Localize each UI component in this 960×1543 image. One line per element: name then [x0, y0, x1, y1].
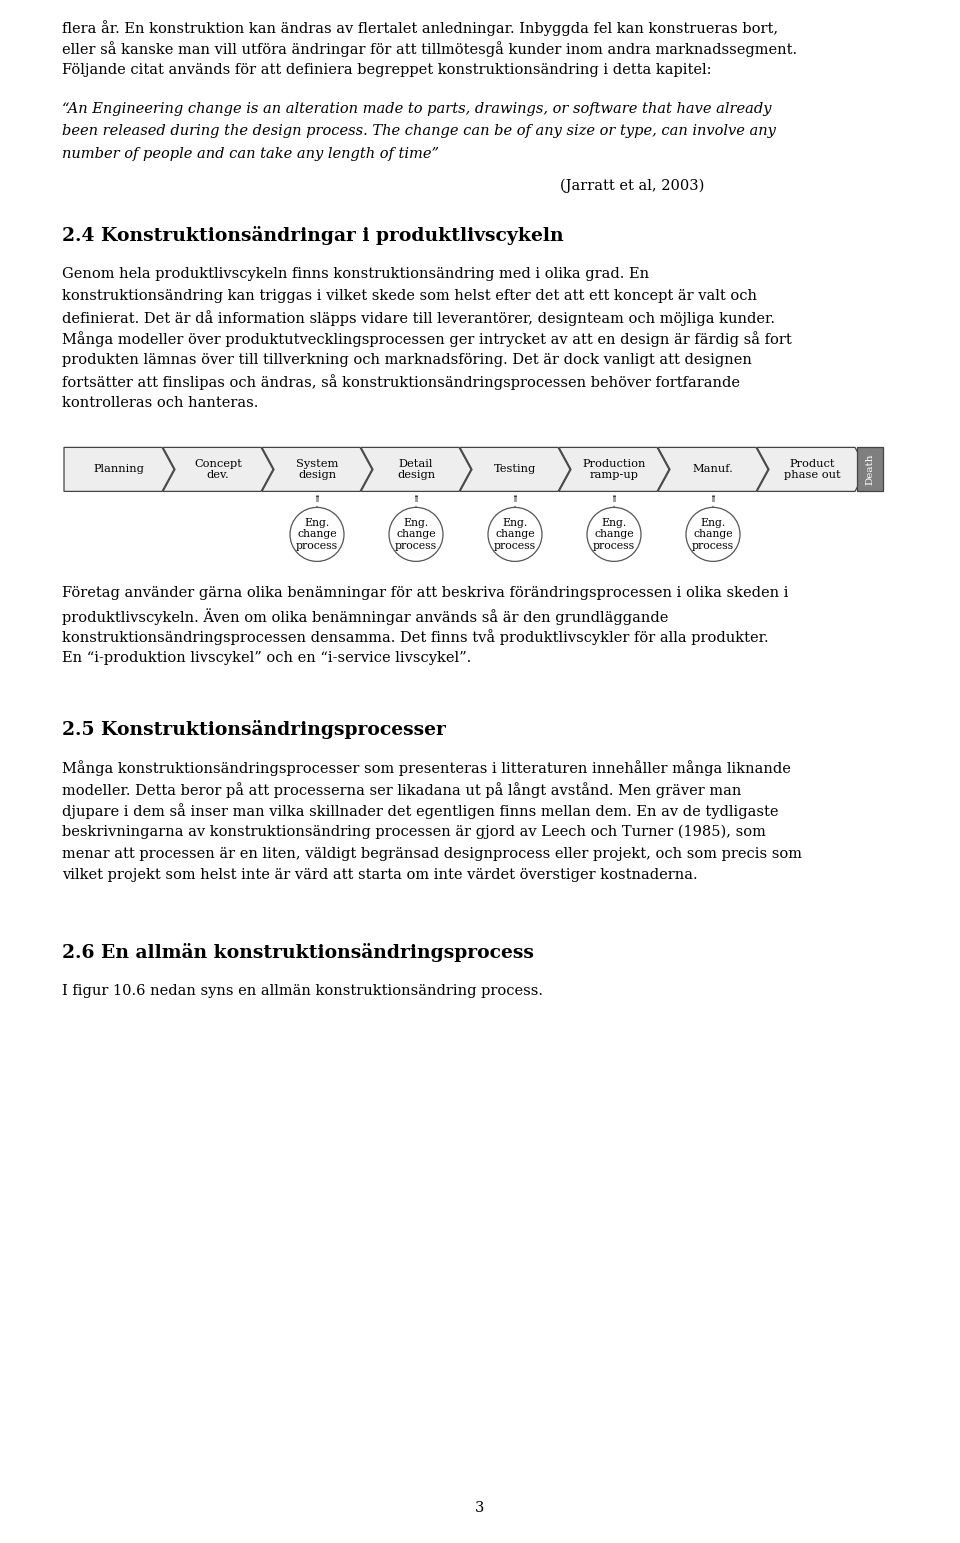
Circle shape	[290, 508, 344, 562]
Text: been released during the design process. The change can be of any size or type, : been released during the design process.…	[62, 123, 776, 139]
Polygon shape	[163, 447, 273, 491]
Text: Följande citat används för att definiera begreppet konstruktionsändring i detta : Följande citat används för att definiera…	[62, 63, 711, 77]
Text: Eng.
change
process: Eng. change process	[395, 518, 437, 551]
Text: Eng.
change
process: Eng. change process	[494, 518, 536, 551]
Polygon shape	[262, 447, 372, 491]
Text: beskrivningarna av konstruktionsändring processen är gjord av Leech och Turner (: beskrivningarna av konstruktionsändring …	[62, 826, 766, 839]
Text: Eng.
change
process: Eng. change process	[296, 518, 338, 551]
Polygon shape	[658, 447, 768, 491]
Bar	[857, 447, 883, 491]
Text: “An Engineering change is an alteration made to parts, drawings, or software tha: “An Engineering change is an alteration …	[62, 102, 772, 116]
Text: Eng.
change
process: Eng. change process	[692, 518, 734, 551]
Text: I figur 10.6 nedan syns en allmän konstruktionsändring process.: I figur 10.6 nedan syns en allmän konstr…	[62, 984, 543, 998]
Text: 3: 3	[475, 1501, 485, 1515]
Text: kontrolleras och hanteras.: kontrolleras och hanteras.	[62, 397, 258, 410]
Polygon shape	[460, 447, 570, 491]
Text: Eng.
change
process: Eng. change process	[593, 518, 636, 551]
Text: (Jarratt et al, 2003): (Jarratt et al, 2003)	[560, 179, 705, 193]
Polygon shape	[611, 506, 617, 512]
Text: Testing: Testing	[493, 464, 536, 474]
Polygon shape	[361, 447, 471, 491]
Text: fortsätter att finslipas och ändras, så konstruktionsändringsprocessen behöver f: fortsätter att finslipas och ändras, så …	[62, 375, 740, 390]
Text: Planning: Planning	[93, 464, 144, 474]
Circle shape	[488, 508, 542, 562]
Text: konstruktionsändringsprocessen densamma. Det finns två produktlivscykler för all: konstruktionsändringsprocessen densamma.…	[62, 630, 769, 645]
Text: definierat. Det är då information släpps vidare till leverantörer, designteam oc: definierat. Det är då information släpps…	[62, 310, 775, 326]
Text: menar att processen är en liten, väldigt begränsad designprocess eller projekt, : menar att processen är en liten, väldigt…	[62, 847, 802, 861]
Polygon shape	[413, 506, 419, 512]
Polygon shape	[314, 506, 320, 512]
Text: eller så kanske man vill utföra ändringar för att tillmötesgå kunder inom andra : eller så kanske man vill utföra ändringa…	[62, 42, 797, 57]
Text: modeller. Detta beror på att processerna ser likadana ut på långt avstånd. Men g: modeller. Detta beror på att processerna…	[62, 782, 741, 798]
Text: Death: Death	[866, 454, 875, 485]
Text: 2.5 Konstruktionsändringsprocesser: 2.5 Konstruktionsändringsprocesser	[62, 719, 445, 739]
Text: Product
phase out: Product phase out	[783, 458, 840, 480]
Polygon shape	[512, 506, 518, 512]
Circle shape	[587, 508, 641, 562]
Text: 2.4 Konstruktionsändringar i produktlivscykeln: 2.4 Konstruktionsändringar i produktlivs…	[62, 227, 564, 245]
Polygon shape	[559, 447, 669, 491]
Polygon shape	[64, 447, 174, 491]
Text: Många modeller över produktutvecklingsprocessen ger intrycket av att en design ä: Många modeller över produktutvecklingspr…	[62, 332, 792, 347]
Text: Företag använder gärna olika benämningar för att beskriva förändringsprocessen i: Företag använder gärna olika benämningar…	[62, 586, 788, 600]
Circle shape	[686, 508, 740, 562]
Polygon shape	[757, 447, 867, 491]
Text: Genom hela produktlivscykeln finns konstruktionsändring med i olika grad. En: Genom hela produktlivscykeln finns konst…	[62, 267, 649, 281]
Text: Detail
design: Detail design	[396, 458, 435, 480]
Text: vilket projekt som helst inte är värd att starta om inte värdet överstiger kostn: vilket projekt som helst inte är värd at…	[62, 869, 698, 883]
Text: En “i-produktion livscykel” och en “i-service livscykel”.: En “i-produktion livscykel” och en “i-se…	[62, 651, 471, 665]
Text: djupare i dem så inser man vilka skillnader det egentligen finns mellan dem. En : djupare i dem så inser man vilka skillna…	[62, 804, 779, 819]
Text: produkten lämnas över till tillverkning och marknadsföring. Det är dock vanligt : produkten lämnas över till tillverkning …	[62, 353, 752, 367]
Text: System
design: System design	[296, 458, 338, 480]
Text: produktlivscykeln. Även om olika benämningar används så är den grundläggande: produktlivscykeln. Även om olika benämni…	[62, 608, 668, 625]
Text: Concept
dev.: Concept dev.	[194, 458, 242, 480]
Text: Production
ramp-up: Production ramp-up	[583, 458, 646, 480]
Text: Många konstruktionsändringsprocesser som presenteras i litteraturen innehåller m: Många konstruktionsändringsprocesser som…	[62, 761, 791, 776]
Text: 2.6 En allmän konstruktionsändringsprocess: 2.6 En allmän konstruktionsändringsproce…	[62, 943, 534, 963]
Text: flera år. En konstruktion kan ändras av flertalet anledningar. Inbyggda fel kan : flera år. En konstruktion kan ändras av …	[62, 20, 779, 35]
Text: konstruktionsändring kan triggas i vilket skede som helst efter det att ett konc: konstruktionsändring kan triggas i vilke…	[62, 289, 757, 302]
Polygon shape	[710, 506, 716, 512]
Text: number of people and can take any length of time”: number of people and can take any length…	[62, 147, 439, 160]
Text: Manuf.: Manuf.	[692, 464, 733, 474]
Circle shape	[389, 508, 443, 562]
